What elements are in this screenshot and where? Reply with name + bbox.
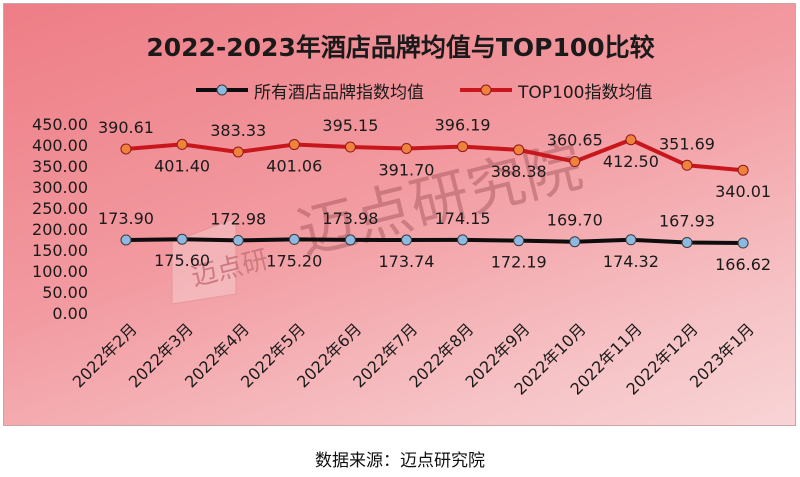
y-tick-label: 0.00 <box>52 304 88 323</box>
data-point-all <box>176 233 188 245</box>
data-point-top <box>457 141 469 153</box>
data-point-all <box>569 236 581 248</box>
data-label-top: 396.19 <box>435 116 491 135</box>
data-label-all: 173.90 <box>98 209 154 228</box>
data-point-top <box>513 144 525 156</box>
data-label-all: 169.70 <box>547 211 603 230</box>
data-point-all <box>288 233 300 245</box>
data-point-all <box>513 235 525 247</box>
data-label-all: 173.74 <box>379 252 435 271</box>
data-point-top <box>232 146 244 158</box>
data-point-all <box>232 234 244 246</box>
data-point-top <box>120 143 132 155</box>
y-tick-label: 50.00 <box>42 283 88 302</box>
data-label-all: 172.19 <box>491 253 547 272</box>
data-label-top: 388.38 <box>491 162 547 181</box>
y-tick-label: 350.00 <box>32 157 88 176</box>
y-tick-label: 150.00 <box>32 241 88 260</box>
x-axis: 2022年2月2022年3月2022年4月2022年5月2022年6月2022年… <box>69 319 758 398</box>
data-point-top <box>401 142 412 154</box>
data-point-all <box>401 234 412 246</box>
source-note: 数据来源：迈点研究院 <box>315 451 485 471</box>
y-tick-label: 400.00 <box>32 136 88 155</box>
data-point-all <box>737 237 749 249</box>
data-label-all: 175.60 <box>154 251 210 270</box>
data-label-top: 351.69 <box>659 134 715 153</box>
legend-label-all: 所有酒店品牌指数均值 <box>254 82 424 103</box>
y-tick-label: 250.00 <box>32 199 88 218</box>
data-point-all <box>681 236 693 248</box>
legend-item-all: 所有酒店品牌指数均值 <box>194 78 424 103</box>
legend: 所有酒店品牌指数均值 TOP100指数均值 <box>194 78 686 103</box>
data-label-all: 175.20 <box>266 251 322 270</box>
data-point-top <box>344 141 356 153</box>
data-label-top: 412.50 <box>603 152 659 171</box>
y-tick-label: 200.00 <box>32 220 88 239</box>
data-label-top: 391.70 <box>379 160 435 179</box>
data-point-top <box>625 134 637 146</box>
data-point-top <box>288 139 300 151</box>
data-point-top <box>569 156 581 168</box>
data-label-all: 173.98 <box>322 209 378 228</box>
legend-swatch-top <box>460 84 512 96</box>
data-label-top: 360.65 <box>547 131 603 150</box>
data-label-top: 401.40 <box>154 156 210 175</box>
series-line-all <box>125 237 744 246</box>
legend-label-top: TOP100指数均值 <box>518 82 653 103</box>
data-point-top <box>176 138 188 150</box>
data-label-all: 172.98 <box>210 209 266 228</box>
data-label-all: 167.93 <box>659 211 715 230</box>
y-tick-label: 300.00 <box>32 178 88 197</box>
data-point-top <box>681 159 693 171</box>
y-tick-label: 450.00 <box>32 115 88 134</box>
data-point-all <box>344 234 356 246</box>
data-label-top: 401.06 <box>266 157 322 176</box>
data-point-all <box>120 234 132 246</box>
data-point-all <box>457 234 469 246</box>
data-point-top <box>737 164 749 176</box>
data-label-all: 174.15 <box>435 209 491 228</box>
data-label-all: 166.62 <box>715 255 771 274</box>
data-label-top: 340.01 <box>715 182 771 201</box>
y-tick-label: 100.00 <box>32 262 88 281</box>
data-label-top: 390.61 <box>98 118 154 137</box>
chart-title: 2022-2023年酒店品牌均值与TOP100比较 <box>146 33 655 62</box>
data-point-all <box>625 234 637 246</box>
data-label-all: 174.32 <box>603 252 659 271</box>
legend-swatch-all <box>196 84 248 96</box>
series-line-top <box>125 137 744 173</box>
watermark-text: 迈点研究院 <box>291 131 589 267</box>
chart-panel: 迈点研 迈点研究院 0.00 50.00 100.00 150.00 200.00 250… <box>3 3 796 426</box>
line-chart: 迈点研 迈点研究院 0.0050.00100.00150.00200.00250… <box>32 115 771 399</box>
data-label-top: 395.15 <box>322 116 378 135</box>
series-layer: 173.90 175.60 172.98 175.20 173.98 173.74 174.… <box>98 116 771 274</box>
y-axis: 0.00 50.00 100.00 150.00 200.00 250.00 300.00 3… <box>32 115 88 323</box>
data-label-top: 383.33 <box>210 121 266 140</box>
legend-item-top: TOP100指数均值 <box>458 78 652 103</box>
